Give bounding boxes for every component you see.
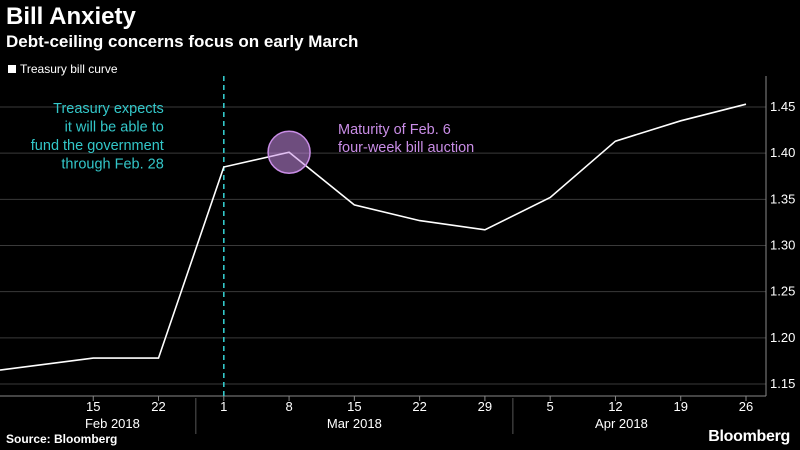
- chart-subtitle: Debt-ceiling concerns focus on early Mar…: [6, 32, 359, 51]
- annotation-text-teal: fund the government: [31, 138, 164, 154]
- chart-title: Bill Anxiety: [6, 3, 136, 30]
- x-tick-label: 15: [86, 399, 100, 414]
- annotation-text-purple: Maturity of Feb. 6: [338, 122, 451, 138]
- x-tick-label: 12: [608, 399, 622, 414]
- x-group-label: Apr 2018: [595, 416, 648, 431]
- x-tick-label: 19: [673, 399, 687, 414]
- y-tick-label: 1.40: [770, 145, 795, 160]
- source-note: Source: Bloomberg: [6, 432, 118, 446]
- legend-swatch: [8, 65, 16, 73]
- annotation-text-teal: Treasury expects: [53, 101, 164, 117]
- y-tick-label: 1.15: [770, 376, 795, 391]
- x-group-label: Mar 2018: [327, 416, 382, 431]
- x-group-label: Feb 2018: [85, 416, 140, 431]
- annotation-text-teal: through Feb. 28: [61, 157, 163, 173]
- y-tick-label: 1.30: [770, 238, 795, 253]
- x-tick-label: 29: [478, 399, 492, 414]
- x-tick-label: 1: [220, 399, 227, 414]
- x-tick-label: 15: [347, 399, 361, 414]
- y-tick-label: 1.35: [770, 191, 795, 206]
- legend-label: Treasury bill curve: [20, 62, 118, 76]
- x-tick-label: 5: [547, 399, 554, 414]
- y-tick-label: 1.25: [770, 284, 795, 299]
- x-tick-label: 26: [739, 399, 753, 414]
- annotation-text-purple: four-week bill auction: [338, 140, 474, 156]
- annotation-circle: [267, 130, 311, 174]
- bloomberg-logo: Bloomberg: [708, 428, 790, 445]
- legend: Treasury bill curve: [8, 62, 118, 76]
- x-tick-label: 8: [285, 399, 292, 414]
- series-line-treasury-bill-curve: [0, 103, 747, 371]
- x-tick-label: 22: [151, 399, 165, 414]
- y-tick-label: 1.45: [770, 99, 795, 114]
- y-tick-label: 1.20: [770, 330, 795, 345]
- annotation-text-teal: it will be able to: [65, 120, 164, 136]
- x-tick-label: 22: [412, 399, 426, 414]
